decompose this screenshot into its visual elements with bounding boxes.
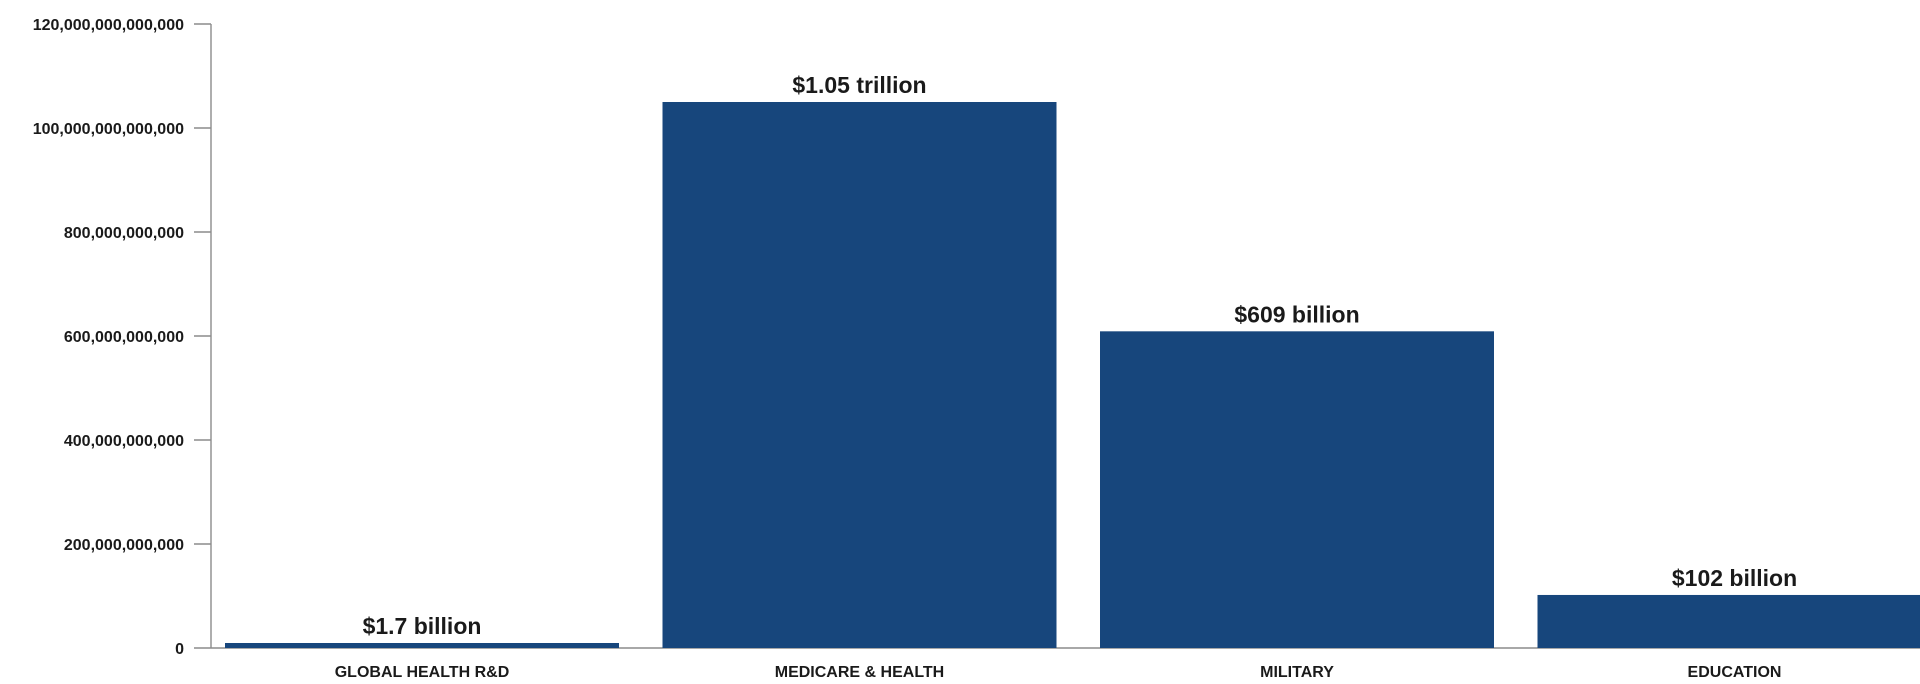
x-category-label: EDUCATION bbox=[1688, 664, 1782, 681]
bar bbox=[1100, 331, 1494, 648]
y-tick-label: 800,000,000,000 bbox=[64, 225, 184, 242]
y-tick-label: 200,000,000,000 bbox=[64, 537, 184, 554]
bars bbox=[225, 102, 1920, 648]
bar bbox=[662, 102, 1057, 648]
y-tick-label: 120,000,000,000,000 bbox=[33, 17, 184, 34]
category-labels: GLOBAL HEALTH R&D MEDICARE & HEALTH MILITA… bbox=[335, 664, 1782, 681]
x-category-label: MILITARY bbox=[1260, 664, 1334, 681]
bar-value-label: $609 billion bbox=[1234, 301, 1359, 327]
x-category-label: MEDICARE & HEALTH bbox=[775, 664, 944, 681]
y-tick-label: 400,000,000,000 bbox=[64, 433, 184, 450]
y-tick-label: 0 bbox=[175, 641, 184, 658]
bar-value-label: $1.05 trillion bbox=[792, 72, 926, 98]
bar bbox=[225, 643, 619, 648]
y-tick-label: 600,000,000,000 bbox=[64, 329, 184, 346]
x-category-label: GLOBAL HEALTH R&D bbox=[335, 664, 510, 681]
y-ticks: 0 200,000,000,000 400,000,000,000 600,000,0… bbox=[33, 17, 211, 658]
bar-value-label: $1.7 billion bbox=[363, 613, 482, 639]
bar bbox=[1537, 594, 1920, 648]
data-labels: $1.7 billion $1.05 trillion $609 billion $1… bbox=[363, 72, 1798, 639]
y-tick-label: 100,000,000,000,000 bbox=[33, 121, 184, 138]
bar-value-label: $102 billion bbox=[1672, 565, 1797, 591]
